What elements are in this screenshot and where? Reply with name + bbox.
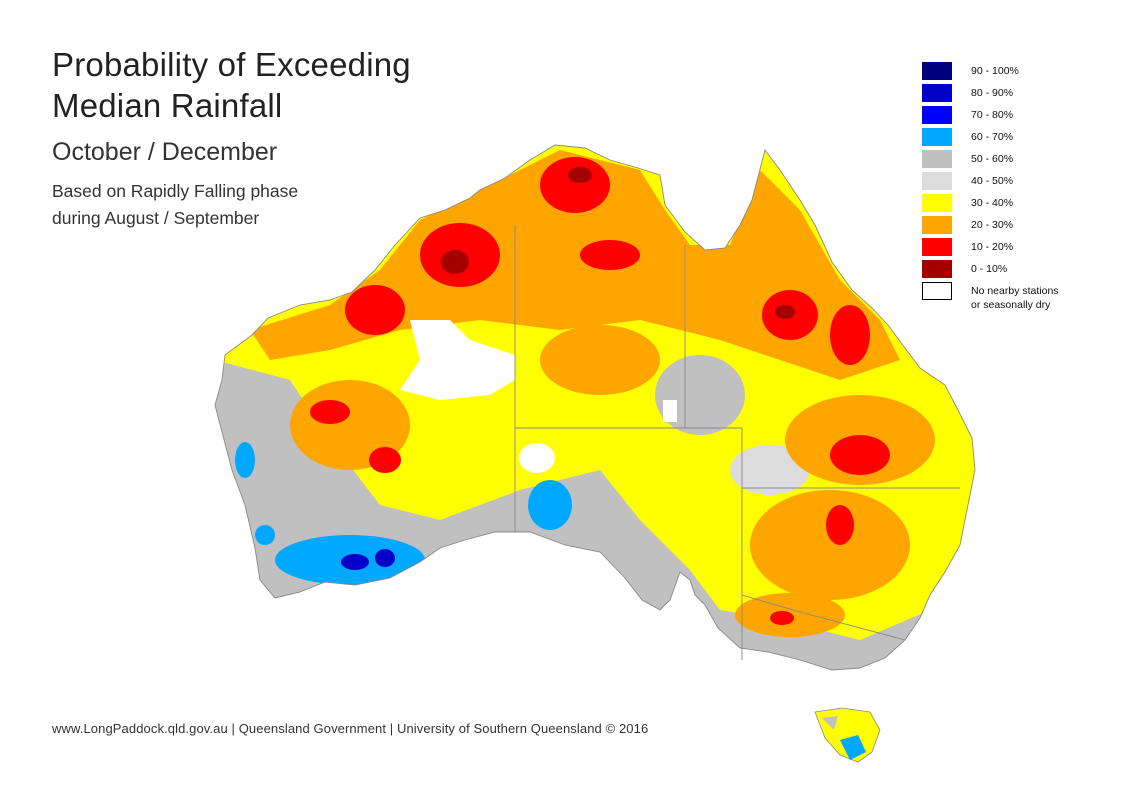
zone-10-20-wa-south	[369, 447, 401, 473]
zone-10-20-qld-coast	[830, 305, 870, 365]
zone-40-50	[730, 445, 810, 495]
zone-no-data-desert	[400, 320, 515, 400]
legend-swatch	[922, 128, 952, 146]
zone-0-10-top-end	[568, 167, 592, 183]
zone-10-20-wa-inland	[310, 400, 350, 424]
zone-0-10-qld	[775, 305, 795, 319]
zone-10-20-pilbara	[345, 285, 405, 335]
map-note: Based on Rapidly Falling phase during Au…	[52, 178, 411, 232]
legend-swatch	[922, 62, 952, 80]
zone-80-90-sw-2	[375, 549, 395, 567]
zone-10-20-nsw	[826, 505, 854, 545]
legend-label: 60 - 70%	[971, 131, 1014, 143]
legend-label: 90 - 100%	[971, 65, 1019, 77]
legend-label: 40 - 50%	[971, 175, 1014, 187]
legend-swatch	[922, 150, 952, 168]
legend-swatch	[922, 172, 952, 190]
zone-no-data-nt	[663, 400, 677, 422]
zone-50-60-interior	[655, 355, 745, 435]
map-note-line-2: during August / September	[52, 208, 260, 228]
zone-10-20-qld-south	[830, 435, 890, 475]
legend-label: 70 - 80%	[971, 109, 1014, 121]
zone-10-20-nt	[580, 240, 640, 270]
zone-60-70-sw-coast	[255, 525, 275, 545]
legend-label: 50 - 60%	[971, 153, 1014, 165]
legend-swatch	[922, 216, 952, 234]
zone-80-90-sw	[341, 554, 369, 570]
legend-label: No nearby stations	[971, 285, 1059, 297]
zone-10-20-vic	[770, 611, 794, 625]
footer-credit: www.LongPaddock.qld.gov.au | Queensland …	[52, 721, 649, 736]
title-block: Probability of Exceeding Median Rainfall…	[52, 44, 411, 232]
zone-60-70-sa	[528, 480, 572, 530]
map-note-line-1: Based on Rapidly Falling phase	[52, 181, 299, 201]
zone-10-20-top-end	[540, 157, 610, 213]
legend-label: 10 - 20%	[971, 241, 1014, 253]
legend-swatch	[922, 238, 952, 256]
zone-no-data-sa	[519, 443, 555, 473]
legend-label: 30 - 40%	[971, 197, 1014, 209]
legend-swatch	[922, 260, 952, 278]
zone-60-70-west	[235, 442, 255, 478]
legend-label: 80 - 90%	[971, 87, 1014, 99]
zone-0-10-kimberley	[441, 250, 469, 274]
tasmania	[814, 707, 881, 763]
legend-swatch	[922, 84, 952, 102]
map-subtitle: October / December	[52, 138, 278, 166]
legend-label: 0 - 10%	[971, 263, 1008, 275]
legend-swatch	[922, 194, 952, 212]
zone-20-30-nt	[540, 325, 660, 395]
probability-fill-layer	[215, 145, 975, 670]
zone-20-30-nsw	[750, 490, 910, 600]
map-title-line-1: Probability of Exceeding	[52, 46, 411, 83]
legend-label-line-2: or seasonally dry	[971, 299, 1051, 311]
state-borders	[514, 225, 960, 660]
legend-label: 20 - 30%	[971, 219, 1014, 231]
legend-swatch	[922, 106, 952, 124]
legend-swatch	[922, 282, 952, 300]
map-title-line-2: Median Rainfall	[52, 87, 283, 124]
